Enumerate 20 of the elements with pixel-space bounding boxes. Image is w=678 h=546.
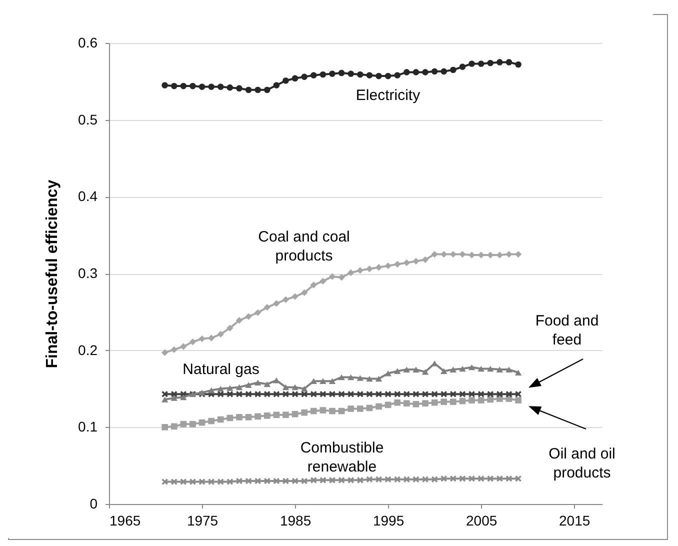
y-tick-label: 0.5	[78, 111, 98, 128]
annotation: Electricity	[356, 87, 421, 104]
x-tick-label: 1975	[186, 512, 218, 528]
x-tick-label: 1985	[280, 512, 312, 528]
y-axis-title: Final-to-useful efficiency	[44, 180, 62, 368]
y-tick-label: 0.6	[78, 34, 98, 50]
y-tick-label: 0.2	[78, 342, 98, 358]
annotation: Oil and oil products	[548, 446, 616, 482]
y-tick-label: 0.1	[78, 418, 98, 435]
annotation: Combustible renewable	[300, 440, 384, 476]
x-tick-label: 1995	[372, 512, 404, 528]
annotation: Food and feed	[535, 312, 599, 348]
y-tick-label: 0.4	[78, 188, 98, 204]
y-tick-label: 0	[90, 496, 98, 512]
annotation: Natural gas	[182, 361, 260, 378]
annotation: Coal and coal products	[258, 228, 350, 264]
x-tick-label: 2005	[466, 512, 498, 528]
x-tick-label: 1965	[110, 512, 141, 528]
x-tick-label: 2015	[559, 512, 590, 528]
y-tick-label: 0.3	[78, 265, 98, 281]
